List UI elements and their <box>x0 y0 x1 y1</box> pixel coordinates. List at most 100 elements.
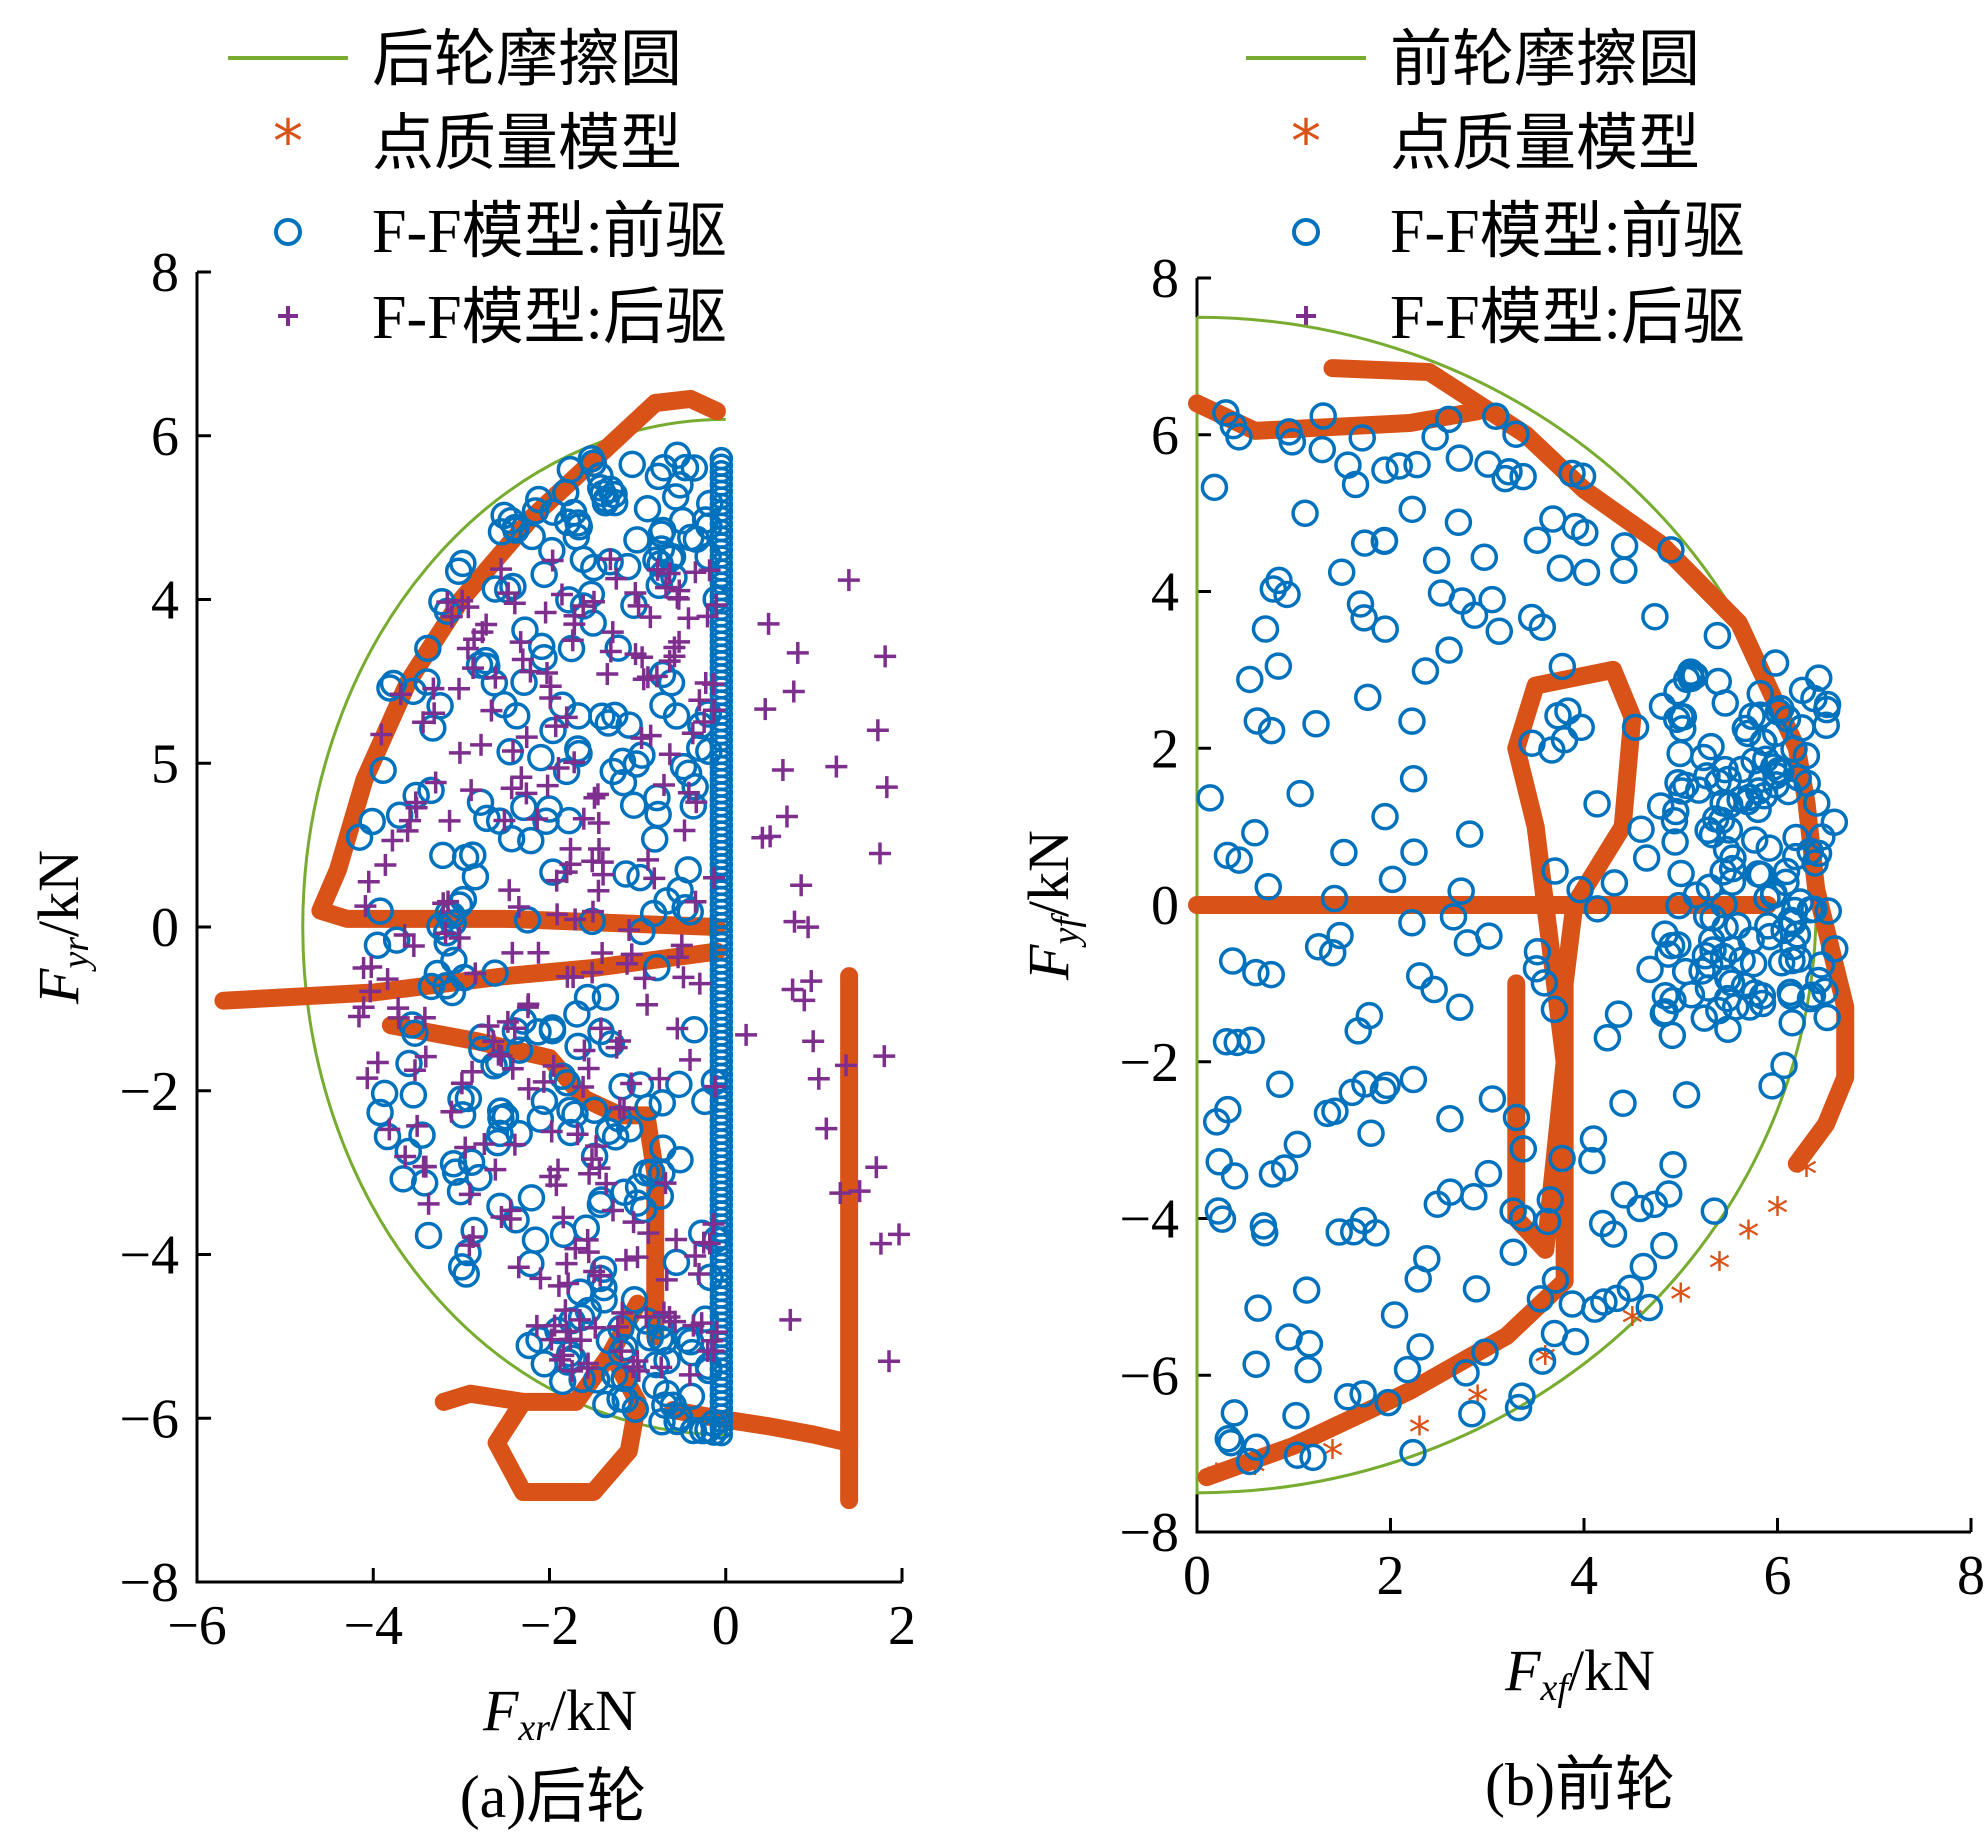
ff-rwd-marker-a <box>875 776 898 799</box>
ff-fwd-marker-a <box>382 926 411 954</box>
ff-fwd-marker-a <box>588 702 616 731</box>
ff-fwd-marker-a <box>438 978 467 1007</box>
ff-rwd-marker-a <box>534 601 557 624</box>
ff-rwd-marker-a <box>678 1363 701 1386</box>
ff-fwd-marker-a <box>657 669 686 697</box>
ff-fwd-marker-b <box>1814 897 1843 925</box>
legend-a-label-point-mass: 点质量模型 <box>372 110 682 178</box>
ff-fwd-marker-b <box>1657 536 1685 564</box>
ff-fwd-marker-a <box>486 1097 515 1125</box>
ff-fwd-marker-b <box>1283 1441 1312 1469</box>
ff-rwd-marker-a <box>613 1097 636 1120</box>
ff-fwd-marker-b <box>1800 684 1828 713</box>
ff-rwd-marker-a <box>454 1136 477 1159</box>
ff-rwd-marker-a <box>636 993 659 1016</box>
ff-rwd-marker-a <box>572 807 595 830</box>
ff-fwd-marker-b <box>1478 585 1506 614</box>
ff-rwd-marker-a <box>576 1356 599 1379</box>
ytick-label-b: 0 <box>1151 875 1179 937</box>
ff-fwd-marker-a <box>413 668 441 696</box>
ff-fwd-marker-b <box>1460 601 1489 630</box>
ff-fwd-marker-a <box>564 1032 592 1061</box>
ff-fwd-marker-b <box>1320 884 1349 913</box>
ff-fwd-marker-b <box>1220 1162 1249 1190</box>
ff-fwd-marker-b <box>1435 405 1463 434</box>
ff-rwd-marker-a <box>573 1039 596 1062</box>
ff-fwd-marker-b <box>1499 1197 1527 1225</box>
ff-fwd-marker-a <box>510 668 538 696</box>
ff-rwd-marker-a <box>797 916 820 939</box>
ff-rwd-marker-a <box>563 751 586 774</box>
ff-fwd-marker-b <box>1541 1266 1570 1294</box>
ff-rwd-marker-a <box>702 1212 725 1235</box>
ff-rwd-marker-a <box>402 934 425 957</box>
ff-fwd-marker-b <box>1762 771 1790 799</box>
ff-fwd-marker-b <box>1205 1148 1233 1176</box>
ff-fwd-marker-b <box>1781 896 1809 925</box>
ff-rwd-marker-a <box>837 569 860 592</box>
ff-fwd-marker-a <box>502 516 530 544</box>
ff-fwd-marker-a <box>423 959 452 988</box>
ff-fwd-marker-b <box>1406 1333 1434 1361</box>
ff-fwd-marker-b <box>1733 719 1762 748</box>
ff-rwd-marker-a <box>684 890 707 913</box>
ff-rwd-marker-a <box>596 663 619 686</box>
point-mass-marker-b: * <box>1321 1432 1343 1483</box>
ff-fwd-marker-b <box>1504 1393 1533 1422</box>
ff-rwd-marker-a <box>614 1248 637 1271</box>
ff-fwd-marker-b <box>1398 495 1427 524</box>
ff-fwd-marker-b <box>1439 903 1468 931</box>
ff-fwd-marker-a <box>596 475 625 504</box>
ff-rwd-marker-a <box>627 594 650 617</box>
legend-b: 前轮摩擦圆 * 点质量模型 F-F模型:前驱 F-F模型:后驱 <box>1246 26 1745 352</box>
legend-a-label-ff-fwd: F-F模型:前驱 <box>372 198 727 266</box>
ff-rwd-marker-a <box>588 1157 611 1180</box>
ff-rwd-marker-a <box>587 812 610 835</box>
ff-fwd-marker-b <box>1282 1401 1310 1430</box>
legend-a-label-ff-rwd: F-F模型:后驱 <box>372 284 727 352</box>
ff-rwd-marker-a <box>432 892 455 915</box>
legend-a-asterisk-swatch: * <box>273 107 303 177</box>
ff-rwd-marker-a <box>874 645 897 668</box>
ff-rwd-marker-a <box>631 646 654 669</box>
ff-fwd-marker-a <box>615 711 643 739</box>
ff-rwd-marker-a <box>589 1017 612 1040</box>
ff-fwd-marker-a <box>499 572 527 601</box>
ff-rwd-marker-a <box>440 1100 463 1123</box>
ff-rwd-marker-a <box>448 741 471 764</box>
ff-fwd-marker-a <box>561 1100 589 1128</box>
ff-rwd-marker-a <box>394 1145 417 1168</box>
ff-fwd-marker-b <box>1760 879 1788 908</box>
plot-area-b: ************ <box>1188 317 1855 1506</box>
ff-fwd-marker-b <box>1223 1028 1251 1057</box>
ff-rwd-marker-a <box>487 1043 510 1066</box>
ff-rwd-marker-a <box>652 773 675 796</box>
ff-fwd-marker-b <box>1561 512 1590 541</box>
ff-rwd-marker-a <box>540 1120 563 1143</box>
ff-rwd-marker-a <box>499 1199 522 1222</box>
ff-fwd-marker-b <box>1717 969 1746 997</box>
ff-fwd-marker-b <box>1236 665 1264 694</box>
ticks-b: 0 2 4 6 8 −8 −6 −4 −2 0 2 4 6 8 <box>1119 248 1985 1607</box>
ff-fwd-marker-b <box>1398 707 1426 735</box>
ff-fwd-marker-b <box>1219 411 1248 440</box>
ff-rwd-marker-a <box>673 819 696 842</box>
ff-fwd-marker-b <box>1682 881 1711 909</box>
ff-rwd-marker-a <box>526 808 549 831</box>
ff-fwd-marker-b <box>1304 932 1333 961</box>
ff-rwd-marker-a <box>648 1067 671 1090</box>
ff-rwd-marker-a <box>503 592 526 615</box>
ff-fwd-marker-b <box>1200 473 1229 502</box>
ff-fwd-marker-b <box>1259 575 1288 603</box>
ff-fwd-marker-a <box>600 488 629 517</box>
ff-fwd-marker-b <box>1635 1293 1664 1322</box>
point-mass-marker-b: * <box>1670 1275 1692 1326</box>
ff-rwd-marker-a <box>546 903 569 926</box>
ff-fwd-marker-a <box>452 1260 480 1288</box>
ff-rwd-marker-a <box>693 710 716 733</box>
caption-a: (a)后轮 <box>460 1764 647 1830</box>
ff-fwd-marker-b <box>1688 957 1716 985</box>
ff-fwd-column-marker-a <box>709 460 734 484</box>
ff-fwd-marker-a <box>648 1407 676 1436</box>
